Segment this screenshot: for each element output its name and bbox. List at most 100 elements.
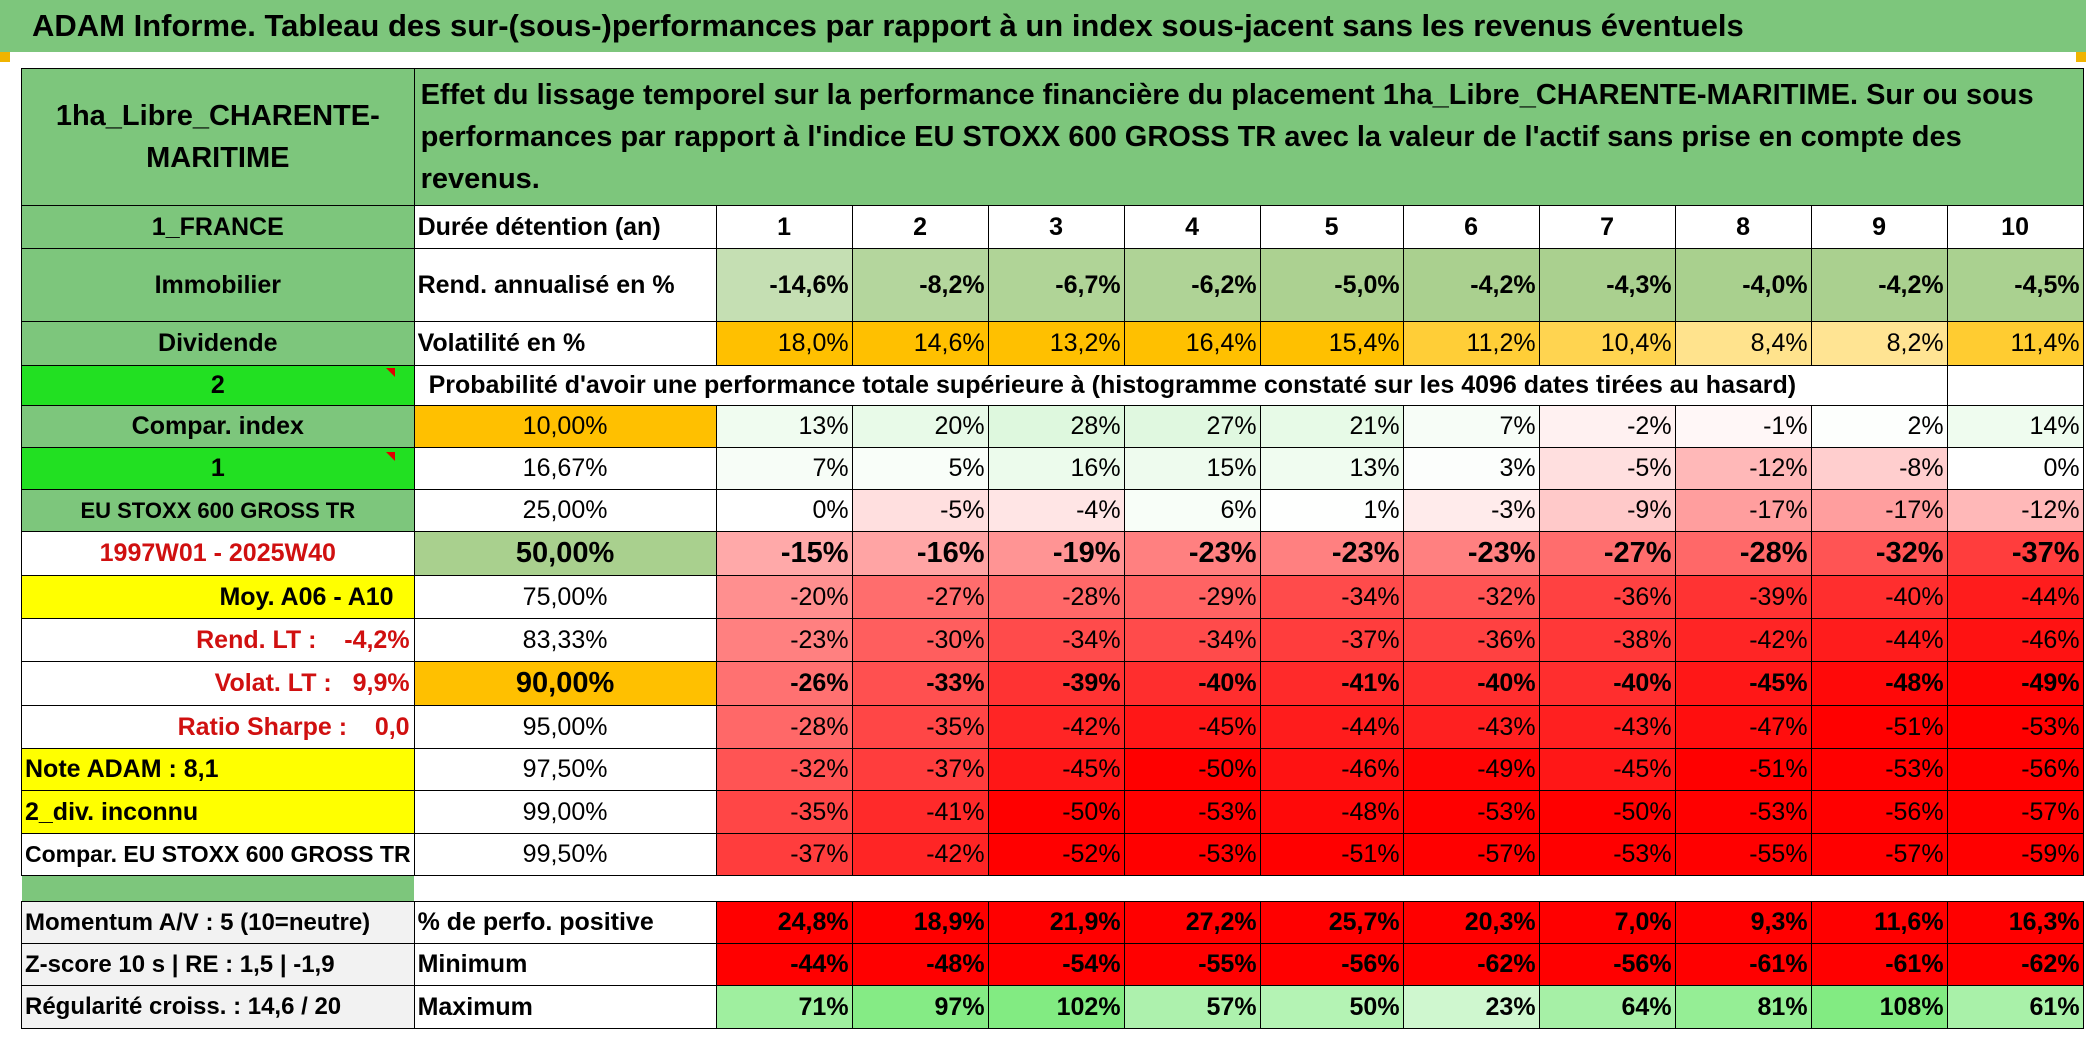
vol-cell: 18,0% xyxy=(715,321,853,366)
pos-cell: 18,9% xyxy=(851,901,989,944)
perf-cell: -5% xyxy=(1538,447,1676,490)
perf-cell: -37% xyxy=(1259,618,1404,662)
vol-label: Volatilité en % xyxy=(413,321,717,366)
perf-cell: -41% xyxy=(1259,661,1404,706)
perf-cell: 13% xyxy=(715,405,853,448)
perf-cell: -36% xyxy=(1538,575,1676,619)
perf-cell: 0% xyxy=(715,489,853,532)
sharpe-label: Ratio Sharpe : 0,0 xyxy=(21,705,415,749)
min-cell: -54% xyxy=(987,943,1125,986)
perf-cell: -40% xyxy=(1810,575,1948,619)
perf-cell: -44% xyxy=(1810,618,1948,662)
rend-cell: -6,7% xyxy=(987,248,1125,322)
div-label: 2_div. inconnu xyxy=(21,790,415,834)
perf-cell: -23% xyxy=(1259,531,1404,576)
perf-cell: -51% xyxy=(1259,833,1404,876)
perf-cell: -28% xyxy=(1674,531,1812,576)
perf-cell: -2% xyxy=(1538,405,1676,448)
perf-cell: -43% xyxy=(1538,705,1676,749)
perf-cell: -50% xyxy=(987,790,1125,834)
max-label: Maximum xyxy=(413,985,717,1029)
duration-label: Durée détention (an) xyxy=(413,205,717,249)
perf-cell: -48% xyxy=(1810,661,1948,706)
percentile-cell: 75,00% xyxy=(413,575,717,619)
year-header: 5 xyxy=(1259,205,1404,249)
pos-cell: 21,9% xyxy=(987,901,1125,944)
perf-cell: -39% xyxy=(1674,575,1812,619)
perf-cell: 5% xyxy=(851,447,989,490)
pos-cell: 20,3% xyxy=(1402,901,1540,944)
max-cell: 81% xyxy=(1674,985,1812,1029)
perf-cell: -37% xyxy=(851,748,989,791)
perf-cell: -34% xyxy=(987,618,1125,662)
corner-marker xyxy=(2076,52,2086,62)
perf-cell: -53% xyxy=(1810,748,1948,791)
min-cell: -61% xyxy=(1674,943,1812,986)
vol-cell: 13,2% xyxy=(987,321,1125,366)
perf-cell: -49% xyxy=(1402,748,1540,791)
perf-cell: -53% xyxy=(1123,790,1261,834)
perf-cell: -45% xyxy=(1123,705,1261,749)
perf-cell: 15% xyxy=(1123,447,1261,490)
perf-cell: -37% xyxy=(715,833,853,876)
perf-cell: -48% xyxy=(1259,790,1404,834)
percentile-cell: 95,00% xyxy=(413,705,717,749)
percentile-cell: 99,00% xyxy=(413,790,717,834)
perf-cell: -45% xyxy=(987,748,1125,791)
perf-cell: -45% xyxy=(1674,661,1812,706)
compar-index-name: Compar. EU STOXX 600 GROSS TR xyxy=(21,833,415,876)
max-cell: 102% xyxy=(987,985,1125,1029)
perf-cell: -23% xyxy=(1402,531,1540,576)
perf-cell: -27% xyxy=(851,575,989,619)
perf-cell: -35% xyxy=(851,705,989,749)
year-header: 6 xyxy=(1402,205,1540,249)
perf-cell: -15% xyxy=(715,531,853,576)
pos-cell: 25,7% xyxy=(1259,901,1404,944)
corner-marker xyxy=(0,52,10,62)
vol-cell: 8,2% xyxy=(1810,321,1948,366)
momentum-label: Momentum A/V : 5 (10=neutre) xyxy=(21,901,415,944)
min-cell: -62% xyxy=(1946,943,2084,986)
perf-cell: -50% xyxy=(1538,790,1676,834)
perf-cell: -57% xyxy=(1946,790,2084,834)
rend-cell: -4,2% xyxy=(1402,248,1540,322)
comment-flag xyxy=(386,452,395,461)
perf-cell: -53% xyxy=(1946,705,2084,749)
code1-selector[interactable]: 1 xyxy=(21,447,415,490)
perf-cell: -40% xyxy=(1538,661,1676,706)
perf-cell: -12% xyxy=(1946,489,2084,532)
perf-cell: 21% xyxy=(1259,405,1404,448)
rend-lt-label: Rend. LT : -4,2% xyxy=(21,618,415,662)
pos-label: % de perfo. positive xyxy=(413,901,717,944)
perf-cell: -57% xyxy=(1402,833,1540,876)
perf-cell: -30% xyxy=(851,618,989,662)
code2-selector[interactable]: 2 xyxy=(21,365,415,406)
perf-cell: -49% xyxy=(1946,661,2084,706)
type-label: Dividende xyxy=(21,321,415,366)
perf-cell: 16% xyxy=(987,447,1125,490)
description: Effet du lissage temporel sur la perform… xyxy=(413,68,2084,206)
perf-cell: -46% xyxy=(1946,618,2084,662)
rend-cell: -4,5% xyxy=(1946,248,2084,322)
perf-cell: -29% xyxy=(1123,575,1261,619)
performance-table: 1ha_Libre_CHARENTE-MARITIME Effet du lis… xyxy=(21,68,2084,1029)
vol-cell: 10,4% xyxy=(1538,321,1676,366)
percentile-cell: 99,50% xyxy=(413,833,717,876)
perf-cell: -56% xyxy=(1810,790,1948,834)
min-cell: -61% xyxy=(1810,943,1948,986)
max-cell: 50% xyxy=(1259,985,1404,1029)
perf-cell: -5% xyxy=(851,489,989,532)
pos-cell: 24,8% xyxy=(715,901,853,944)
year-header: 4 xyxy=(1123,205,1261,249)
pos-cell: 27,2% xyxy=(1123,901,1261,944)
perf-cell: -19% xyxy=(987,531,1125,576)
rend-cell: -8,2% xyxy=(851,248,989,322)
rend-cell: -4,2% xyxy=(1810,248,1948,322)
perf-cell: -39% xyxy=(987,661,1125,706)
volat-lt-label: Volat. LT : 9,9% xyxy=(21,661,415,706)
perf-cell: 0% xyxy=(1946,447,2084,490)
perf-cell: 27% xyxy=(1123,405,1261,448)
max-cell: 108% xyxy=(1810,985,1948,1029)
perf-cell: -38% xyxy=(1538,618,1676,662)
perf-cell: 1% xyxy=(1259,489,1404,532)
